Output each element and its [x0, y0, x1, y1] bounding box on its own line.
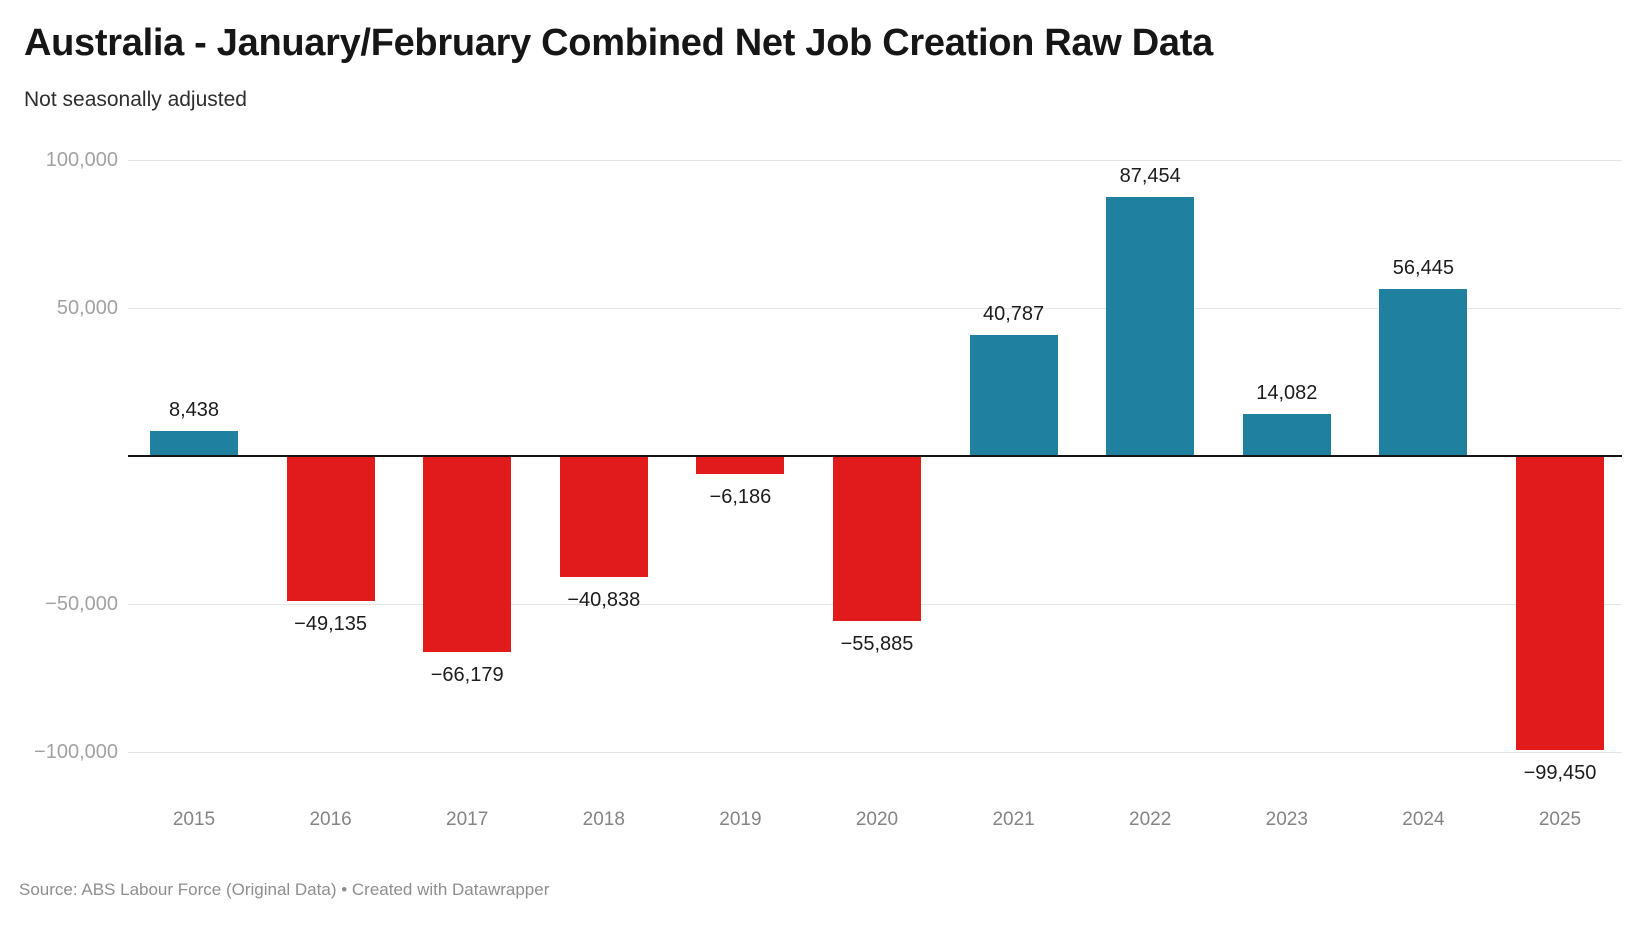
- x-axis-label: 2015: [172, 809, 216, 830]
- source-line: Source: ABS Labour Force (Original Data)…: [19, 880, 550, 899]
- y-axis-tick-label: 50,000: [56, 297, 118, 319]
- bar-2025: [1516, 456, 1604, 751]
- y-axis-tick-label: −100,000: [34, 741, 118, 763]
- x-axis-label: 2022: [1129, 809, 1172, 830]
- bar-value-label: 8,438: [168, 399, 220, 422]
- bar-value-label: 14,082: [1256, 382, 1318, 405]
- chart-title: Australia - January/February Combined Ne…: [24, 22, 1213, 64]
- y-axis-tick-label: −50,000: [45, 593, 118, 615]
- bar-2024: [1379, 288, 1468, 456]
- zero-axis-line: [128, 455, 1622, 457]
- bar-value-label: 40,787: [983, 303, 1045, 326]
- bar-2023: [1242, 414, 1331, 456]
- x-axis-label: 2023: [1265, 809, 1308, 830]
- bar-2021: [969, 335, 1058, 456]
- x-axis-label: 2024: [1402, 809, 1445, 830]
- bar-value-label: −99,450: [1523, 762, 1597, 785]
- bar-2016: [286, 456, 375, 602]
- x-axis-label: 2016: [309, 809, 352, 830]
- bar-2015: [150, 431, 238, 456]
- x-axis-label: 2018: [582, 809, 625, 830]
- bar-value-label: −66,179: [430, 663, 504, 686]
- gridline: [128, 308, 1622, 309]
- bar-value-label: −55,885: [840, 633, 914, 656]
- bar-2019: [696, 456, 785, 475]
- x-axis-label: 2021: [992, 809, 1035, 830]
- x-axis-label: 2020: [855, 809, 899, 830]
- bar-2017: [423, 456, 512, 652]
- gridline: [128, 160, 1622, 161]
- bar-2022: [1106, 197, 1195, 456]
- x-axis-label: 2019: [719, 809, 762, 830]
- bar-2020: [833, 456, 921, 622]
- x-axis-label: 2025: [1538, 809, 1582, 830]
- bar-value-label: 87,454: [1119, 165, 1181, 188]
- x-axis-label: 2017: [446, 809, 489, 830]
- bar-value-label: −49,135: [294, 613, 368, 636]
- y-axis-tick-label: 100,000: [45, 149, 118, 171]
- bar-value-label: 56,445: [1392, 256, 1454, 279]
- bar-value-label: −6,186: [709, 486, 772, 509]
- gridline: [128, 752, 1622, 753]
- bar-2018: [559, 456, 648, 577]
- bar-value-label: −40,838: [567, 588, 641, 611]
- chart-subtitle: Not seasonally adjusted: [24, 88, 247, 111]
